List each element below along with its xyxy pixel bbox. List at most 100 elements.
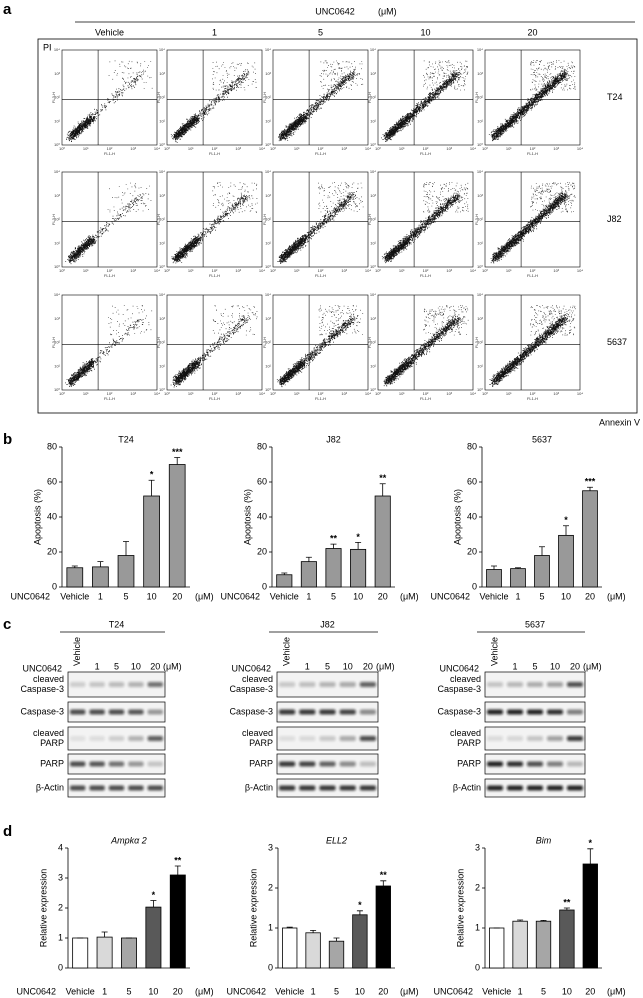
y-tick-label: 40 bbox=[47, 511, 57, 521]
bar bbox=[72, 937, 89, 969]
lane-label: 10 bbox=[131, 661, 141, 671]
plot-y-label: FL3-H bbox=[474, 337, 479, 348]
blot-band bbox=[70, 709, 86, 715]
bar bbox=[121, 937, 137, 969]
x-tick-label: Vehicle bbox=[270, 591, 299, 601]
blot-band bbox=[299, 785, 316, 791]
bar bbox=[282, 927, 298, 969]
bar bbox=[276, 574, 293, 588]
decade-label: 10¹ bbox=[477, 240, 483, 245]
decade-label: 10⁰ bbox=[59, 268, 65, 273]
error-bar bbox=[515, 567, 521, 569]
error-bar bbox=[379, 483, 386, 496]
y-tick-label: 4 bbox=[58, 842, 63, 852]
x-tick-label: Vehicle bbox=[479, 591, 508, 601]
flow-dots bbox=[276, 305, 364, 388]
decade-label: 10² bbox=[159, 95, 165, 100]
y-tick-label: 20 bbox=[257, 546, 267, 556]
significance: * bbox=[150, 470, 154, 480]
cell-line-title: J82 bbox=[320, 619, 335, 629]
blot-band bbox=[339, 761, 356, 767]
decade-label: 10¹ bbox=[477, 363, 483, 368]
decade-label: 10⁴ bbox=[477, 292, 483, 297]
x-unit: (μM) bbox=[607, 591, 626, 601]
decade-label: 10⁴ bbox=[154, 391, 160, 396]
y-tick-label: 1 bbox=[58, 932, 63, 942]
blot-band bbox=[89, 709, 105, 715]
plot-y-label: FL3-H bbox=[367, 337, 372, 348]
blot-band bbox=[547, 709, 563, 715]
blot-band bbox=[527, 736, 543, 741]
decade-label: 10⁰ bbox=[265, 142, 271, 147]
blot-band bbox=[108, 709, 125, 715]
error-bar bbox=[97, 561, 104, 567]
row-label: β-Actin bbox=[36, 782, 64, 792]
error-bar bbox=[356, 910, 363, 915]
y-axis-title: Apoptosis (%) bbox=[242, 489, 252, 545]
dose-label: 5 bbox=[318, 27, 323, 37]
decade-label: 10² bbox=[530, 268, 536, 273]
decade-label: 10⁰ bbox=[59, 391, 65, 396]
decade-label: 10³ bbox=[265, 316, 271, 321]
flow-dots bbox=[277, 182, 364, 264]
dose-label: 20 bbox=[527, 27, 537, 37]
decade-label: 10¹ bbox=[370, 240, 376, 245]
blot-band bbox=[70, 761, 86, 767]
lane-label: Vehicle bbox=[72, 637, 82, 666]
x-tick-label: 1 bbox=[515, 591, 520, 601]
x-tick-label: 10 bbox=[353, 591, 363, 601]
lane-label: 1 bbox=[512, 661, 517, 671]
decade-label: 10² bbox=[318, 391, 324, 396]
plot-y-label: FL3-H bbox=[262, 337, 267, 348]
error-bar bbox=[540, 920, 547, 922]
x-unit: (μM) bbox=[607, 986, 626, 996]
blot-band bbox=[147, 709, 163, 715]
blot-band bbox=[507, 736, 523, 741]
decade-label: 10⁰ bbox=[370, 142, 376, 147]
lane-label: 20 bbox=[363, 661, 373, 671]
decade-label: 10⁴ bbox=[259, 146, 265, 151]
plot-x-label: FL1-H bbox=[209, 396, 220, 401]
decade-label: 10¹ bbox=[294, 146, 300, 151]
lane-label: 10 bbox=[343, 661, 353, 671]
decade-label: 10⁰ bbox=[54, 264, 60, 269]
y-tick-label: 0 bbox=[58, 962, 63, 972]
decade-label: 10¹ bbox=[54, 240, 60, 245]
row-label: PARP bbox=[457, 758, 481, 768]
error-bar bbox=[174, 457, 181, 465]
blot-band bbox=[567, 785, 583, 791]
decade-label: 10⁴ bbox=[577, 268, 583, 273]
plot-y-label: FL3-H bbox=[367, 92, 372, 103]
cell-line-label: 5637 bbox=[607, 337, 627, 347]
blot-band bbox=[89, 761, 105, 767]
panel-label: d bbox=[3, 823, 12, 840]
blot-band bbox=[527, 709, 543, 715]
decade-label: 10³ bbox=[370, 193, 376, 198]
decade-label: 10² bbox=[318, 268, 324, 273]
lane-label: Vehicle bbox=[281, 637, 291, 666]
blot-band bbox=[359, 736, 376, 741]
bar bbox=[559, 909, 575, 969]
flow-dots bbox=[65, 305, 153, 387]
x-prefix: UNC0642 bbox=[16, 986, 56, 996]
lane-label: 20 bbox=[570, 661, 580, 671]
x-tick-label: 10 bbox=[561, 591, 571, 601]
blot-band bbox=[89, 682, 105, 687]
decade-label: 10⁰ bbox=[482, 391, 488, 396]
decade-label: 10¹ bbox=[265, 240, 271, 245]
decade-label: 10¹ bbox=[294, 268, 300, 273]
decade-label: 10³ bbox=[130, 268, 136, 273]
decade-label: 10¹ bbox=[83, 391, 89, 396]
decade-label: 10⁰ bbox=[375, 391, 381, 396]
decade-label: 10¹ bbox=[370, 118, 376, 123]
blot-band bbox=[89, 785, 105, 791]
blot-band bbox=[567, 709, 583, 715]
decade-label: 10³ bbox=[159, 71, 165, 76]
decade-label: 10⁴ bbox=[265, 292, 271, 297]
blot-band bbox=[359, 682, 376, 687]
decade-label: 10⁴ bbox=[470, 268, 476, 273]
flow-dots bbox=[170, 61, 257, 143]
blot-band bbox=[507, 761, 523, 767]
decade-label: 10⁰ bbox=[482, 268, 488, 273]
blot-band bbox=[547, 761, 563, 767]
